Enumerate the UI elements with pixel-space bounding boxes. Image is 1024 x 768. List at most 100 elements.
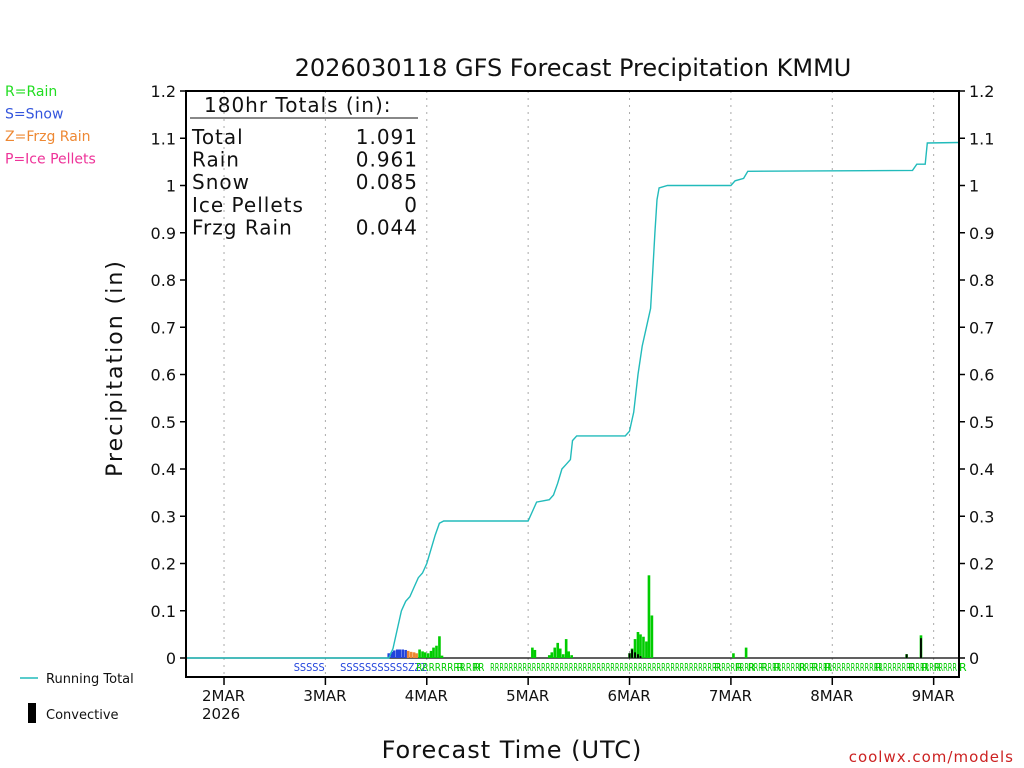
precip-bar-rain [647,575,651,658]
y-tick-label: 0.1 [151,602,176,621]
precip-bar-snow [395,649,399,658]
precip-bar-rain [633,639,637,658]
convective-legend-label: Convective [46,708,119,723]
x-tick-label: 6MAR [608,687,651,705]
totals-row-label: Rain [192,148,240,172]
precip-type-label: R [760,661,768,674]
precip-bar-rain [429,650,433,658]
precip-bar-snow [398,649,402,658]
y-tick-label: 0 [166,649,176,668]
y-tick-label: 1.2 [151,82,176,101]
convective-bar [634,652,636,658]
precip-type-label: R [748,661,756,674]
y-tick-label: 0.3 [969,507,994,526]
chart-title: 2026030118 GFS Forecast Precipitation KM… [295,54,852,82]
precip-type-label: R [714,661,722,674]
running-total-series [186,141,960,659]
x-tick-label: 5MAR [506,687,549,705]
y-tick-label: 1.1 [969,129,994,148]
precip-bar-rain [553,647,557,658]
x-tick-label: 3MAR [303,687,346,705]
precip-type-label: R [473,661,481,674]
precip-bar-rain [440,655,444,658]
x-axis-label: Forecast Time (UTC) [382,736,643,764]
precip-type-label: R [921,661,929,674]
totals-row-label: Total [191,125,244,149]
precip-type-label: R [773,661,781,674]
precip-bar-rain [550,652,554,658]
x-tick-label: 2MAR [202,687,245,705]
totals-row-label: Snow [192,170,250,194]
precip-bar-rain [567,651,571,658]
precip-type-label: SSSSS [294,661,325,674]
totals-row-label: Ice Pellets [192,193,304,217]
totals-row-value: 0 [404,193,418,217]
precip-bar-rain [423,652,427,658]
precip-bar-rain [645,641,648,658]
convective-bar [631,649,633,658]
precip-type-label: R [875,661,883,674]
y-tick-label: 1 [166,177,176,196]
precip-type-label: R [908,661,916,674]
precip-bar-rain [418,649,421,658]
totals-row-value: 0.961 [356,148,418,172]
precip-type-label: R [798,661,806,674]
precip-type-label: SSSSSSSSSS [340,661,402,674]
precip-bar-rain [564,639,568,658]
plot-frame [185,90,960,678]
y-tick-label: 0.5 [151,413,176,432]
y-tick-label: 1.1 [151,129,176,148]
convective-legend-swatch [28,703,36,723]
legend-item: Z=Frzg Rain [5,129,91,145]
precip-bar-rain [558,648,562,658]
y-tick-label: 1.2 [969,82,994,101]
precip-type-label: R [456,661,464,674]
precip-type-label: R [811,661,819,674]
precip-bar-frzg [412,652,416,658]
totals-box: 180hr Totals (in): Total 1.091 Rain 0.961 Sn… [190,93,418,239]
precip-bar-rain [636,632,640,658]
y-tick-label: 0.2 [151,555,176,574]
y-tick-label: 0.5 [969,413,994,432]
precip-bar-snow [404,649,407,658]
precip-bar-frzg [409,651,413,658]
x-tick-sublabel: 2026 [202,705,240,723]
y-axis-label: Precipitation (in) [103,259,128,477]
y-tick-label: 0.4 [969,460,994,479]
totals-row-value: 0.044 [356,215,418,239]
gridlines [186,91,959,677]
legend-item: P=Ice Pellets [5,152,96,168]
totals-row-label: Frzg Rain [192,215,293,239]
y-tick-label: 0.9 [969,224,994,243]
running-total-legend-label: Running Total [46,672,134,687]
precip-bar-snow [392,650,396,658]
y-tick-label: 0.3 [151,507,176,526]
x-tick-label: 9MAR [912,687,955,705]
precip-bar-snow [401,649,405,658]
precip-bar-snow [387,653,391,658]
precip-bar-rain [570,655,573,658]
precip-bar-rain [547,655,551,658]
precip-type-label: SZZZ [402,661,427,674]
y-tick-label: 0.4 [151,460,176,479]
legend-item: S=Snow [5,107,63,123]
y-tick-label: 0.7 [151,318,176,337]
precip-type-label: RRRRRRRRRRR [416,661,484,674]
y-tick-label: 0.2 [969,555,994,574]
y-tick-label: 1 [969,177,979,196]
precip-bar-rain [744,647,748,658]
precip-type-label: R [934,661,942,674]
y-tick-label: 0.8 [151,271,176,290]
precip-bar-rain [561,654,565,658]
convective-bar [628,653,631,658]
y-tick-label: 0 [969,649,979,668]
precip-type-label: R [824,661,832,674]
precip-bar-frzg [415,653,418,658]
precip-bar-rain [435,645,438,658]
y-axis-right: 0 0.1 0.2 0.3 0.4 0.5 0.6 0.7 0.8 0.9 1 1.1 1.2 [959,82,994,668]
totals-row-value: 1.091 [356,125,418,149]
precip-type-label: R [959,661,967,674]
precip-bar-snow [390,651,394,658]
